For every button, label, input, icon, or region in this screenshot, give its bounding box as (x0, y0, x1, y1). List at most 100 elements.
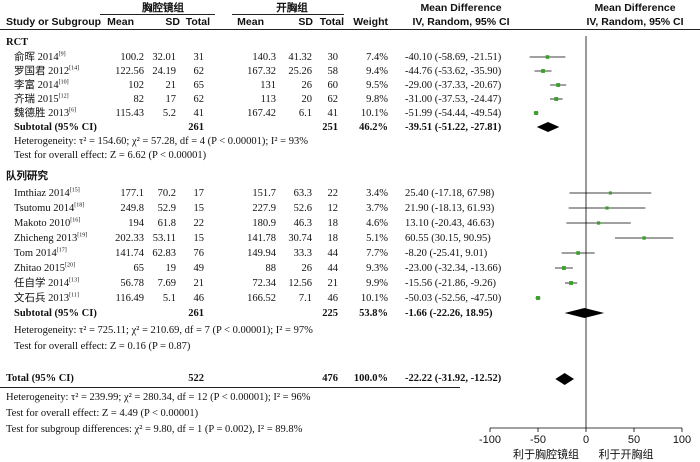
heterogeneity-rct: Heterogeneity: τ² = 154.60; χ² = 57.28, … (14, 136, 308, 147)
mean1-cell: 115.43 (115, 108, 145, 119)
study-name: 李富 2014[10] (14, 79, 69, 92)
sd1-cell: 21 (165, 80, 177, 91)
col-mean2: Mean (237, 16, 264, 28)
study-name: Tom 2014[17] (14, 247, 67, 260)
sd1-cell: 5.1 (162, 293, 176, 304)
mean1-cell: 56.78 (120, 278, 144, 289)
sd1-cell: 70.2 (157, 188, 176, 199)
mean1-cell: 202.33 (115, 233, 144, 244)
ci-text-cell: -31.00 (-37.53, -24.47) (405, 94, 502, 105)
study-marker (545, 55, 550, 59)
subgroup-title-cohort: 队列研究 (6, 171, 48, 182)
sd1-cell: 62.83 (152, 248, 176, 259)
weight-cell: 3.7% (366, 203, 388, 214)
n1-cell: 46 (193, 293, 205, 304)
n1-cell: 15 (193, 233, 205, 244)
n2-cell: 62 (327, 94, 339, 105)
study-name: 任自学 2014[13] (14, 277, 80, 290)
x-axis-tick-label: -100 (479, 434, 501, 446)
ci-text-cell: -51.99 (-54.44, -49.54) (405, 108, 502, 119)
header-rule (0, 29, 700, 30)
mean1-cell: 177.1 (120, 188, 144, 199)
sd1-cell: 19 (165, 263, 177, 274)
mean1-cell: 116.49 (115, 293, 145, 304)
mean2-cell: 140.3 (252, 52, 276, 63)
subtotal-n1: 261 (188, 308, 204, 319)
sd1-cell: 17 (165, 94, 177, 105)
mean2-cell: 180.9 (252, 218, 276, 229)
n2-cell: 18 (327, 218, 339, 229)
mean2-cell: 166.52 (247, 293, 276, 304)
subgroup-differences: Test for subgroup differences: χ² = 9.80… (6, 424, 303, 435)
weight-cell: 10.1% (360, 108, 388, 119)
x-axis-tick-label: 100 (673, 434, 691, 446)
study-marker (554, 97, 559, 101)
mean2-cell: 141.78 (247, 233, 276, 244)
subtotal-ci-text: -1.66 (-22.26, 18.95) (405, 308, 493, 319)
weight-cell: 9.5% (366, 80, 388, 91)
subtotal-n2: 225 (322, 308, 338, 319)
group1-underline (100, 14, 215, 15)
total-ci-text: -22.22 (-31.92, -12.52) (405, 373, 502, 384)
ci-text-cell: 21.90 (-18.13, 61.93) (405, 203, 495, 214)
ci-text-cell: -44.76 (-53.62, -35.90) (405, 66, 502, 77)
n2-cell: 58 (327, 66, 339, 77)
n2-cell: 18 (327, 233, 339, 244)
sd2-cell: 26 (301, 263, 313, 274)
n1-cell: 65 (193, 80, 205, 91)
mean2-cell: 227.9 (252, 203, 276, 214)
ci-text-cell: -40.10 (-58.69, -21.51) (405, 52, 502, 63)
sd1-cell: 5.2 (162, 108, 176, 119)
study-name: Tsutomu 2014[18] (14, 202, 85, 215)
x-axis-tick-label: -50 (530, 434, 546, 446)
total-rule (0, 387, 460, 388)
col-sd2: SD (298, 16, 313, 28)
mean1-cell: 65 (133, 263, 145, 274)
sd2-cell: 33.3 (293, 248, 312, 259)
mean1-cell: 194 (128, 218, 144, 229)
group2-header: 开胸组 (276, 2, 308, 14)
summary-diamond (536, 122, 560, 132)
ci-text-cell: -50.03 (-52.56, -47.50) (405, 293, 502, 304)
x-axis-tick-label: 50 (628, 434, 640, 446)
study-name: 齐瑞 2015[12] (14, 93, 69, 106)
sd2-cell: 26 (301, 80, 313, 91)
n2-cell: 44 (327, 248, 339, 259)
group1-header: 胸腔镜组 (142, 2, 184, 14)
sd2-cell: 6.1 (298, 108, 312, 119)
subtotal-n1: 261 (188, 122, 204, 133)
weight-cell: 3.4% (366, 188, 388, 199)
study-marker (534, 111, 539, 115)
weight-cell: 9.4% (366, 66, 388, 77)
subtotal-label-rct: Subtotal (95% CI) (14, 122, 97, 133)
total-n2: 476 (322, 373, 338, 384)
study-marker (556, 83, 561, 87)
col-study: Study or Subgroup (6, 16, 102, 28)
ci-text-cell: 60.55 (30.15, 90.95) (405, 233, 491, 244)
n2-cell: 46 (327, 293, 339, 304)
study-name: Zhicheng 2013[19] (14, 232, 88, 245)
mean1-cell: 100.2 (120, 52, 144, 63)
study-marker (608, 191, 612, 195)
n1-cell: 21 (193, 278, 205, 289)
sd1-cell: 61.8 (157, 218, 176, 229)
x-axis-tick-label: 0 (583, 434, 589, 446)
n2-cell: 21 (327, 278, 339, 289)
sd2-cell: 63.3 (293, 188, 312, 199)
study-marker (569, 281, 574, 285)
study-marker (576, 251, 580, 255)
study-marker (562, 266, 566, 270)
md-text-header-1: Mean Difference (420, 2, 502, 14)
sd2-cell: 20 (301, 94, 313, 105)
sd1-cell: 7.69 (157, 278, 176, 289)
mean1-cell: 82 (133, 94, 145, 105)
col-sd1: SD (165, 16, 180, 28)
n1-cell: 62 (193, 66, 205, 77)
subgroup-title-rct: RCT (6, 37, 29, 48)
sd1-cell: 24.19 (152, 66, 176, 77)
md-plot-header-1: Mean Difference (594, 2, 676, 14)
subtotal-label-cohort: Subtotal (95% CI) (14, 308, 97, 319)
total-label: Total (95% CI) (6, 373, 74, 384)
mean2-cell: 88 (265, 263, 277, 274)
ci-text-cell: -15.56 (-21.86, -9.26) (405, 278, 496, 289)
